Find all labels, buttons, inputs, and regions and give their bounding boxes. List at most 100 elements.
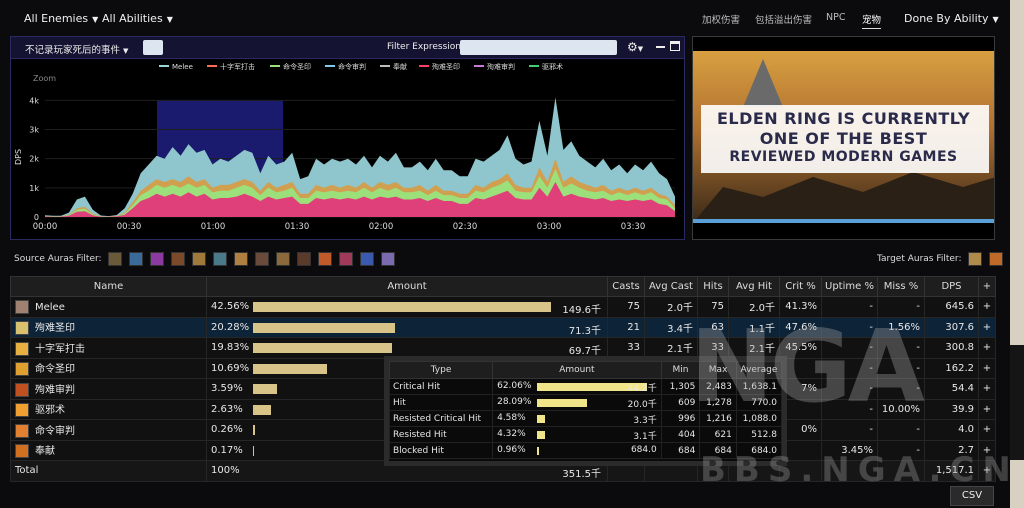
hit-type: Hit bbox=[388, 394, 494, 411]
ability-name-cell[interactable]: 命令圣印 bbox=[10, 357, 207, 379]
csv-export-button[interactable]: CSV bbox=[950, 486, 994, 506]
filter-expression-input[interactable] bbox=[460, 40, 617, 55]
hit-type-tooltip: Type Amount Min Max Average Critical Hit… bbox=[384, 356, 787, 466]
source-aura-icon[interactable] bbox=[318, 252, 333, 266]
dps-cell: 2.7 bbox=[924, 439, 979, 461]
col-dps[interactable]: DPS bbox=[924, 276, 979, 297]
source-auras-label: Source Auras Filter: bbox=[14, 254, 102, 264]
amount-percent: 20.28% bbox=[211, 321, 250, 333]
col-casts[interactable]: Casts bbox=[607, 276, 645, 297]
amount-percent: 3.59% bbox=[211, 383, 243, 394]
event-toggle-box[interactable] bbox=[143, 40, 163, 55]
legend-entry: 十字军打击 bbox=[220, 62, 255, 71]
hit-amount-bar bbox=[537, 431, 545, 439]
col-add[interactable]: + bbox=[978, 276, 996, 297]
hit-percent: 4.32% bbox=[497, 429, 526, 439]
ability-name-cell[interactable]: 奉献 bbox=[10, 439, 207, 461]
event-filter-dropdown[interactable]: 不记录玩家死后的事件 ▼ bbox=[25, 42, 128, 56]
ability-name-cell[interactable]: 十字军打击 bbox=[10, 337, 207, 359]
hit-percent: 4.58% bbox=[497, 413, 526, 423]
target-aura-icon[interactable] bbox=[968, 252, 983, 266]
amount-cell: 20.28% 71.3千 bbox=[206, 316, 608, 338]
ability-icon bbox=[15, 341, 29, 356]
zoom-label: Zoom bbox=[33, 74, 56, 83]
expand-row-button[interactable]: + bbox=[978, 316, 996, 338]
x-tick-label: 03:30 bbox=[621, 222, 646, 232]
chevron-down-icon: ▼ bbox=[123, 47, 129, 55]
nga-watermark-logo: NGA bbox=[690, 308, 925, 425]
dps-area-chart[interactable]: 0 1k 2k 3k 4k 00:00 00:30 01:00 01:30 02:00 02:30 0… bbox=[11, 59, 684, 239]
amount-bar bbox=[253, 404, 271, 415]
col-hits[interactable]: Hits bbox=[697, 276, 729, 297]
ability-name: 十字军打击 bbox=[35, 343, 85, 355]
table-row[interactable]: 十字军打击 19.83% 69.7千 33 2.1千 33 2.1千 45.5% - -300.8… bbox=[10, 337, 996, 359]
expand-row-button[interactable]: + bbox=[978, 357, 996, 379]
legend-entry: 命令审判 bbox=[338, 62, 366, 71]
source-aura-icon[interactable] bbox=[171, 252, 186, 266]
chevron-down-icon: ▼ bbox=[92, 15, 99, 24]
top-bar: All Enemies ▼ All Abilities ▼ 加权伤害 包括溢出伤害 … bbox=[0, 0, 1010, 36]
ability-name-cell[interactable]: Melee bbox=[10, 296, 207, 318]
col-uptime[interactable]: Uptime % bbox=[821, 276, 878, 297]
source-aura-icon[interactable] bbox=[192, 252, 207, 266]
uptime-cell: - bbox=[821, 357, 878, 379]
minimize-icon[interactable] bbox=[656, 45, 665, 48]
tooltip-row: Hit 28.09% 20.0千 609 1,278 770.0 bbox=[388, 394, 783, 411]
expand-total-button[interactable]: + bbox=[978, 460, 996, 482]
expand-row-button[interactable]: + bbox=[978, 296, 996, 318]
source-aura-icon[interactable] bbox=[150, 252, 165, 266]
tab-npc[interactable]: NPC bbox=[826, 12, 846, 23]
legend-entry: 殉难圣印 bbox=[432, 62, 460, 71]
source-aura-icon[interactable] bbox=[213, 252, 228, 266]
ability-name-cell[interactable]: 殉难审判 bbox=[10, 378, 207, 400]
ad-banner[interactable]: ELDEN RING IS CURRENTLY ONE OF THE BEST … bbox=[692, 36, 995, 240]
amount-bar bbox=[253, 343, 392, 353]
expand-row-button[interactable]: + bbox=[978, 398, 996, 420]
ability-name: 驱邪术 bbox=[35, 405, 65, 417]
col-name[interactable]: Name bbox=[10, 276, 207, 297]
tab-include-overkill[interactable]: 包括溢出伤害 bbox=[755, 15, 813, 26]
expand-row-button[interactable]: + bbox=[978, 337, 996, 359]
expand-row-button[interactable]: + bbox=[978, 419, 996, 441]
abilities-dropdown[interactable]: All Abilities ▼ bbox=[102, 12, 173, 25]
source-aura-icon[interactable] bbox=[297, 252, 312, 266]
ability-name-cell[interactable]: 命令审判 bbox=[10, 419, 207, 441]
source-aura-icon[interactable] bbox=[276, 252, 291, 266]
amount-percent: 2.63% bbox=[211, 403, 243, 415]
gear-icon[interactable]: ⚙▼ bbox=[627, 40, 644, 54]
source-aura-icon[interactable] bbox=[360, 252, 375, 266]
maximize-icon[interactable] bbox=[670, 41, 680, 51]
col-miss[interactable]: Miss % bbox=[877, 276, 925, 297]
ability-icon bbox=[15, 362, 29, 377]
expand-row-button[interactable]: + bbox=[978, 378, 996, 400]
col-amount[interactable]: Amount bbox=[206, 276, 608, 297]
hit-amount-bar bbox=[537, 415, 546, 423]
ability-icon bbox=[15, 321, 29, 336]
target-aura-icon[interactable] bbox=[989, 252, 1004, 266]
table-row[interactable]: 殉难圣印 20.28% 71.3千 21 3.4千 63 1.1千 47.6% -1.56% 30… bbox=[10, 316, 996, 338]
source-aura-icon[interactable] bbox=[381, 252, 396, 266]
tooltip-row: Resisted Hit 4.32% 3.1千 404 621 512.8 bbox=[388, 426, 783, 443]
y-axis-label: DPS bbox=[14, 149, 23, 165]
tab-pets[interactable]: 宠物 bbox=[862, 12, 882, 29]
col-avg-hit[interactable]: Avg Hit bbox=[728, 276, 780, 297]
col-crit[interactable]: Crit % bbox=[779, 276, 822, 297]
ability-name-cell[interactable]: 殉难圣印 bbox=[10, 316, 207, 338]
source-aura-icon[interactable] bbox=[234, 252, 249, 266]
source-aura-icon[interactable] bbox=[129, 252, 144, 266]
hits-cell: 33 bbox=[697, 337, 729, 359]
col-avg-cast[interactable]: Avg Cast bbox=[644, 276, 698, 297]
source-aura-icon[interactable] bbox=[108, 252, 123, 266]
source-aura-icon[interactable] bbox=[339, 252, 354, 266]
tab-weighted-damage[interactable]: 加权伤害 bbox=[702, 15, 741, 26]
amount-percent: 42.56% bbox=[211, 301, 250, 312]
event-filter-label: 不记录玩家死后的事件 bbox=[25, 45, 121, 56]
ability-name-cell[interactable]: 驱邪术 bbox=[10, 398, 207, 420]
source-aura-icon[interactable] bbox=[255, 252, 270, 266]
chevron-down-icon: ▼ bbox=[992, 15, 999, 24]
hit-amount: 3.3千 bbox=[633, 416, 657, 426]
hit-type: Resisted Hit bbox=[388, 426, 494, 443]
table-row[interactable]: Melee 42.56% 149.6千 75 2.0千 75 2.0千 41.3% - -645.… bbox=[10, 296, 996, 318]
enemies-dropdown[interactable]: All Enemies ▼ bbox=[24, 12, 98, 25]
mode-dropdown[interactable]: Done By Ability ▼ bbox=[904, 12, 999, 25]
